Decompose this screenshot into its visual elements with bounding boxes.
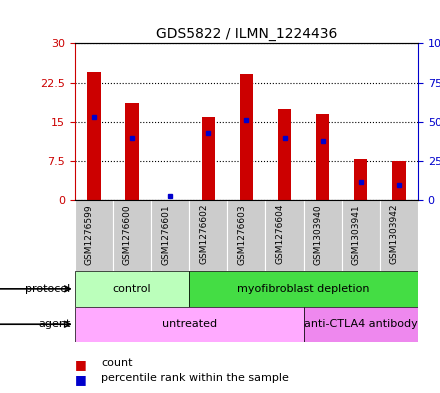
Text: ■: ■ — [75, 358, 87, 371]
Text: GSM1276601: GSM1276601 — [161, 204, 170, 264]
Bar — [75, 200, 113, 271]
Bar — [380, 200, 418, 271]
Text: GSM1276604: GSM1276604 — [275, 204, 285, 264]
Bar — [125, 103, 139, 200]
Text: GSM1276599: GSM1276599 — [85, 204, 94, 264]
Text: control: control — [113, 284, 151, 294]
Bar — [227, 200, 265, 271]
Bar — [240, 73, 253, 200]
Bar — [75, 271, 189, 307]
Bar — [316, 114, 329, 200]
Text: GSM1276602: GSM1276602 — [199, 204, 208, 264]
Text: GSM1276600: GSM1276600 — [123, 204, 132, 264]
Bar — [304, 307, 418, 342]
Text: GSM1303942: GSM1303942 — [390, 204, 399, 264]
Bar — [87, 72, 100, 200]
Bar — [202, 117, 215, 200]
Bar — [392, 161, 406, 200]
Text: protocol: protocol — [25, 284, 70, 294]
Bar — [75, 307, 304, 342]
Text: GSM1303940: GSM1303940 — [314, 204, 323, 264]
Text: agent: agent — [38, 319, 70, 329]
Bar — [189, 271, 418, 307]
Text: myofibroblast depletion: myofibroblast depletion — [237, 284, 370, 294]
Bar — [304, 200, 342, 271]
Bar — [342, 200, 380, 271]
Text: GSM1303941: GSM1303941 — [352, 204, 361, 264]
Bar — [189, 200, 227, 271]
Text: percentile rank within the sample: percentile rank within the sample — [101, 373, 289, 383]
Bar — [278, 109, 291, 200]
Bar — [265, 200, 304, 271]
Text: anti-CTLA4 antibody: anti-CTLA4 antibody — [304, 319, 418, 329]
Title: GDS5822 / ILMN_1224436: GDS5822 / ILMN_1224436 — [156, 27, 337, 41]
Text: ■: ■ — [75, 373, 87, 386]
Text: count: count — [101, 358, 133, 367]
Bar — [354, 158, 367, 200]
Text: GSM1276603: GSM1276603 — [238, 204, 246, 264]
Bar — [113, 200, 151, 271]
Text: untreated: untreated — [161, 319, 217, 329]
Bar — [151, 200, 189, 271]
